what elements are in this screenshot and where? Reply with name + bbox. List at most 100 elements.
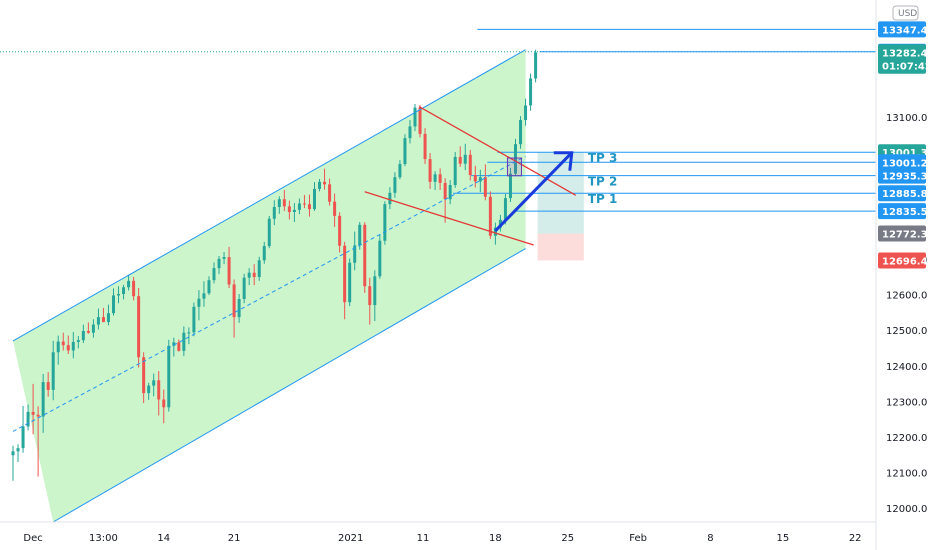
- price-label-box: [878, 167, 926, 184]
- wedge-upper-line: [418, 105, 577, 196]
- currency-badge-text: USD: [898, 9, 917, 19]
- candle-body: [172, 342, 176, 346]
- candle-body: [413, 107, 417, 127]
- candle-body: [478, 177, 482, 182]
- candle-body: [242, 277, 246, 299]
- candle-body: [11, 451, 15, 456]
- target-label-1: TP 3: [588, 151, 618, 165]
- price-label-box: [878, 203, 926, 220]
- candle-body: [257, 260, 261, 277]
- y-tick-label: 12600.0: [886, 291, 927, 302]
- candle-body: [393, 177, 397, 193]
- projection-arrowhead: [553, 151, 574, 171]
- candle-body: [202, 293, 206, 299]
- price-label-box: [878, 44, 926, 61]
- price-label-box: [878, 185, 926, 202]
- candle-body: [302, 203, 306, 205]
- candle-body: [71, 341, 75, 351]
- candle-body: [363, 224, 367, 287]
- marker-box: [506, 157, 522, 177]
- candle-body: [46, 382, 50, 390]
- candle-body: [162, 399, 166, 408]
- x-tick-label: 14: [157, 533, 170, 544]
- candle-body: [463, 154, 467, 164]
- x-tick-label: 15: [776, 533, 789, 544]
- x-tick-label: 18: [489, 533, 502, 544]
- candle-body: [483, 177, 487, 197]
- price-label: 13282.4: [882, 48, 928, 59]
- candle-body: [508, 173, 512, 199]
- y-tick-label: 13100.0: [886, 113, 927, 124]
- candle-body: [318, 181, 322, 189]
- channel-lower-line: [52, 248, 526, 522]
- candle-body: [353, 245, 357, 263]
- candle-body: [96, 317, 100, 325]
- candle-body: [338, 215, 342, 246]
- candle-body: [383, 204, 387, 241]
- candle-body: [207, 280, 211, 294]
- candle-body: [182, 332, 186, 351]
- price-label-box: [878, 252, 926, 269]
- candle-body: [76, 340, 80, 342]
- candle-body: [147, 385, 151, 394]
- candle-body: [292, 209, 296, 212]
- candle-body: [127, 280, 131, 288]
- price-label-box: [878, 21, 926, 38]
- y-tick-label: 12300.0: [886, 397, 927, 408]
- candle-body: [282, 199, 286, 207]
- candle-body: [388, 192, 392, 205]
- candle-body: [297, 203, 301, 210]
- candle-body: [534, 52, 538, 79]
- candle-body: [262, 246, 266, 261]
- target-label-2: TP 2: [588, 175, 618, 189]
- candle-body: [473, 175, 477, 182]
- candle-body: [378, 240, 382, 277]
- y-tick-label: 12500.0: [886, 326, 927, 337]
- candle-body: [277, 199, 281, 208]
- candle-body: [524, 105, 528, 121]
- candle-body: [348, 262, 352, 303]
- candle-body: [122, 287, 126, 295]
- candle-body: [132, 280, 136, 297]
- candle-body: [272, 207, 276, 219]
- channel-mid-line: [12, 155, 526, 432]
- candle-body: [217, 258, 221, 269]
- candle-body: [468, 154, 472, 176]
- x-tick-label: 25: [561, 533, 574, 544]
- candle-body: [36, 414, 40, 417]
- x-tick-label: Feb: [629, 533, 647, 544]
- candle-body: [328, 184, 332, 202]
- candle-body: [16, 448, 20, 452]
- candle-body: [313, 188, 316, 210]
- candle-body: [358, 224, 362, 246]
- candle-body: [418, 107, 422, 134]
- y-tick-label: 12100.0: [886, 468, 927, 479]
- candle-body: [438, 174, 442, 183]
- candle-body: [86, 330, 90, 333]
- price-label: 13001.2: [882, 158, 928, 169]
- candle-body: [227, 257, 231, 285]
- x-tick-label: 21: [228, 533, 241, 544]
- candle-body: [323, 181, 327, 185]
- candle-body: [137, 296, 141, 358]
- wedge-lower-line: [364, 191, 534, 246]
- candle-body: [177, 342, 181, 351]
- candle-body: [373, 276, 377, 306]
- channel-fill: [13, 49, 526, 522]
- x-tick-label: 2021: [338, 533, 363, 544]
- candle-body: [448, 185, 452, 200]
- price-label: 13347.4: [882, 25, 928, 36]
- candle-body: [307, 204, 311, 210]
- candle-body: [31, 411, 35, 415]
- target-label-3: TP 1: [588, 192, 618, 206]
- price-label: 12885.8: [882, 189, 928, 200]
- y-tick-label: 12200.0: [886, 433, 927, 444]
- channel-upper-line: [12, 49, 526, 342]
- candle-body: [514, 144, 517, 174]
- plot-area: TP 3 TP 2 TP 1: [0, 28, 876, 522]
- candle-body: [443, 182, 447, 200]
- candle-body: [519, 120, 523, 145]
- candle-body: [493, 227, 497, 236]
- price-label: 12696.4: [882, 257, 928, 268]
- candle-body: [403, 138, 407, 165]
